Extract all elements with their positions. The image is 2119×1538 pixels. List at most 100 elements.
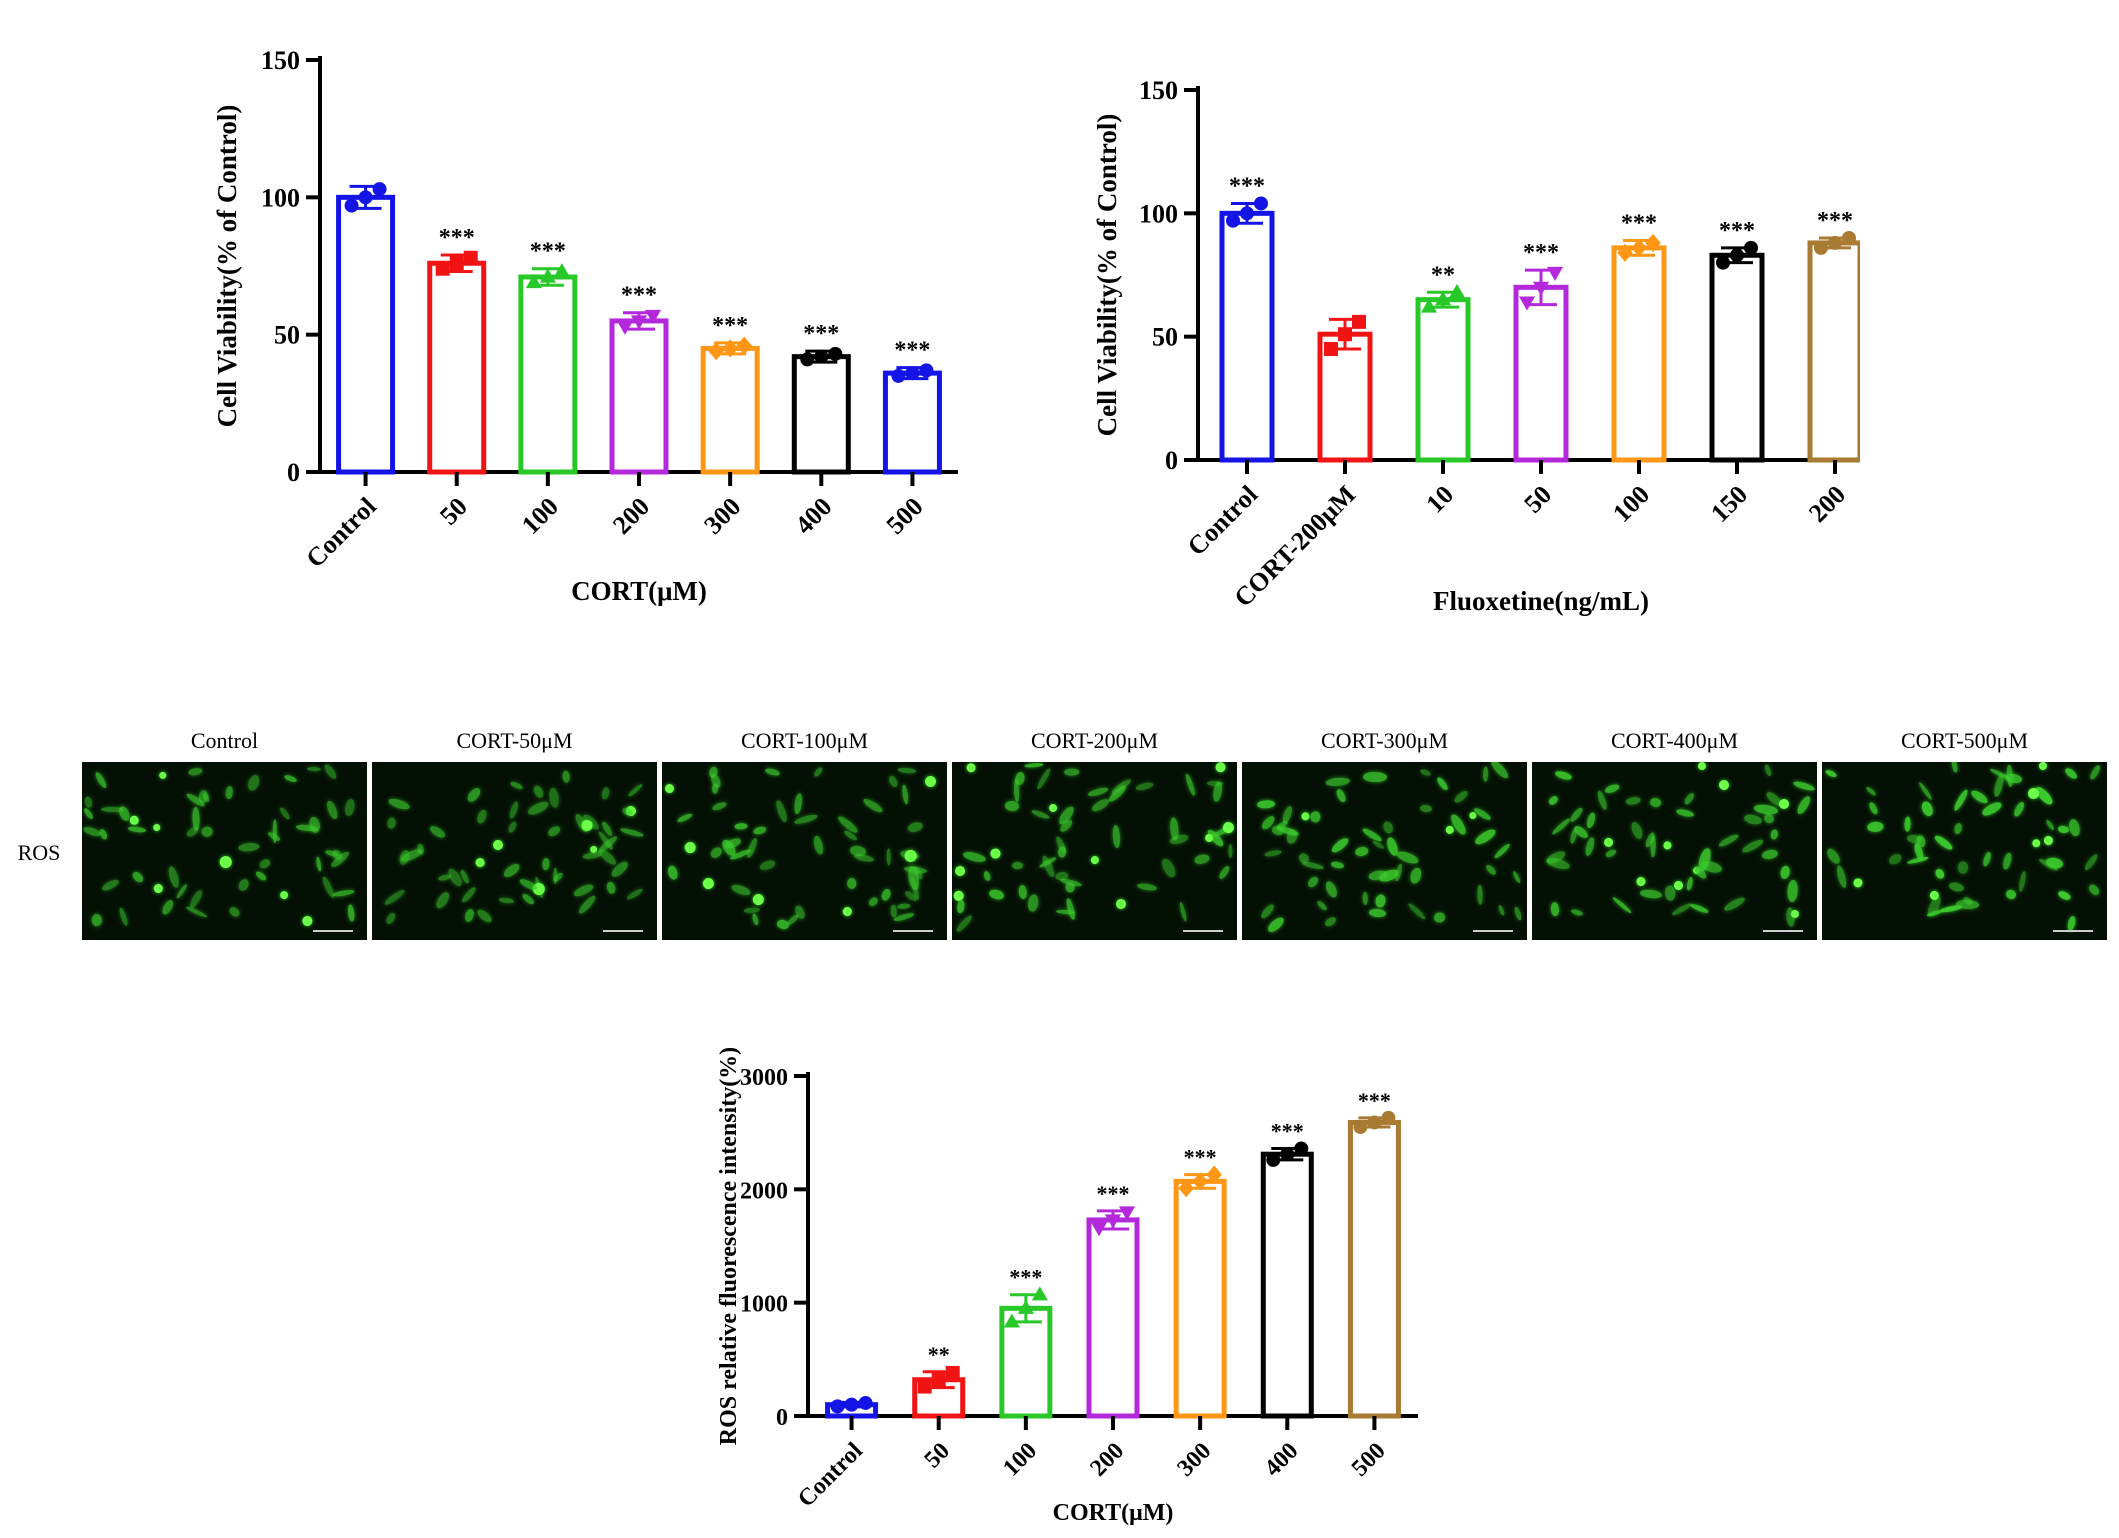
fluorescent-cell <box>1493 842 1512 860</box>
bar-group: *** 150 <box>1705 218 1765 528</box>
bar <box>1513 284 1569 463</box>
fluorescent-cell <box>427 824 447 841</box>
bar <box>1611 245 1667 463</box>
significance-label: *** <box>439 225 475 251</box>
data-point <box>1617 243 1633 262</box>
data-point <box>800 352 815 367</box>
fluorescent-cell <box>91 914 102 927</box>
microscopy-panel-label: CORT-500μM <box>1900 728 2028 753</box>
significance-label: *** <box>530 239 566 265</box>
fluorescent-cell <box>2063 766 2079 781</box>
fluorescent-cell <box>301 916 313 927</box>
fluorescent-cell <box>1887 852 1904 867</box>
significance-label: *** <box>1184 1145 1217 1170</box>
data-point <box>644 309 662 324</box>
fluorescent-cell <box>1047 803 1058 814</box>
data-point <box>1003 1313 1020 1328</box>
bar <box>1415 297 1471 463</box>
y-axis-label: Cell Viability(% of Control) <box>1092 114 1122 437</box>
fluorescent-cell <box>1324 879 1340 899</box>
fluorescent-cell <box>1611 895 1633 915</box>
fluorescent-cell <box>1114 898 1127 911</box>
fluorescent-cell <box>1183 772 1197 796</box>
fluorescent-cell <box>128 826 147 834</box>
fluorescent-cell <box>666 865 680 881</box>
fluorescent-cell <box>1012 861 1024 870</box>
data-point <box>1353 1120 1368 1134</box>
fluorescent-cell <box>167 864 181 888</box>
fluorescent-cell <box>1741 837 1765 855</box>
significance-label: *** <box>1009 1265 1042 1290</box>
fluorescent-cell <box>962 850 987 864</box>
data-point <box>463 250 478 265</box>
fluorescent-cell <box>955 913 974 934</box>
fluorescent-cell <box>490 837 505 852</box>
y-axis-label: Cell Viability(% of Control) <box>212 105 242 428</box>
fluorescent-cell <box>1330 861 1344 870</box>
fluorescent-cell <box>1568 806 1585 824</box>
fluorescent-cell <box>1265 914 1287 935</box>
fluorescent-cell <box>1393 863 1403 882</box>
fluorescent-cell <box>1299 811 1311 822</box>
fluorescent-cell <box>1948 881 1966 893</box>
x-tick-label: 150 <box>1705 480 1753 528</box>
fluorescent-cell <box>278 806 291 821</box>
fluorescent-cell <box>1194 853 1211 866</box>
fluorescent-cell <box>383 887 407 906</box>
fluorescent-cell <box>217 854 234 870</box>
fluorescent-cell <box>1763 764 1773 778</box>
fluorescent-cell <box>1554 769 1573 781</box>
fluorescent-cell <box>774 799 789 824</box>
x-tick-label: 100 <box>516 492 564 540</box>
x-tick-label: 400 <box>1260 1438 1304 1482</box>
fluorescent-cell <box>225 785 234 799</box>
data-point <box>1338 327 1352 342</box>
data-point <box>539 268 556 283</box>
fluorescent-cell <box>1513 906 1523 921</box>
data-point <box>1192 1172 1208 1191</box>
fluorescent-cell <box>1301 860 1325 871</box>
fluorescent-cell <box>764 767 781 778</box>
fluorescent-cell <box>982 870 992 882</box>
fluorescent-cell <box>1717 779 1730 792</box>
fluorescent-cell <box>1497 904 1506 917</box>
fluorescent-cell <box>952 888 966 903</box>
fluorescent-cell <box>793 793 804 815</box>
bar-group: *** 50 <box>1513 240 1569 519</box>
fluorescent-cell <box>187 767 203 777</box>
data-point <box>630 315 648 330</box>
fluorescent-cell <box>1778 798 1789 809</box>
bar <box>609 318 669 475</box>
chart-a-cort-viability: 0 50 100 150 Cell Viability(% of Control) Con… <box>212 46 958 606</box>
fluorescent-cell <box>1920 799 1936 818</box>
significance-label: *** <box>1271 1119 1304 1144</box>
significance-label: *** <box>1097 1181 1130 1206</box>
x-tick-label: 300 <box>1173 1438 1217 1482</box>
fluorescent-cell <box>862 796 885 815</box>
fluorescent-cell <box>1795 794 1813 816</box>
data-point <box>830 1399 845 1414</box>
fluorescent-cell <box>1207 780 1224 786</box>
data-point <box>372 182 387 197</box>
y-tick-label: 1000 <box>740 1292 788 1318</box>
fluorescent-cell <box>1259 902 1277 921</box>
fluorescent-cell <box>750 892 766 908</box>
fluorescent-cell <box>2088 763 2102 781</box>
fluorescent-cell <box>1089 854 1101 866</box>
y-tick-label: 150 <box>1139 76 1178 105</box>
fluorescent-cell <box>1212 762 1228 775</box>
fluorescent-cell <box>1780 864 1791 879</box>
bar <box>1219 210 1275 463</box>
fluorescent-cell <box>2044 818 2055 832</box>
y-tick-label: 150 <box>261 46 300 75</box>
data-point <box>435 261 450 276</box>
fluorescent-cell <box>901 784 910 806</box>
fluorescent-cell <box>387 797 411 812</box>
scale-bar <box>1473 930 1513 932</box>
fluorescent-cell <box>1374 894 1387 909</box>
fluorescent-cell <box>2032 838 2041 848</box>
data-point <box>1448 283 1466 298</box>
fluorescent-cell <box>1824 769 1838 779</box>
